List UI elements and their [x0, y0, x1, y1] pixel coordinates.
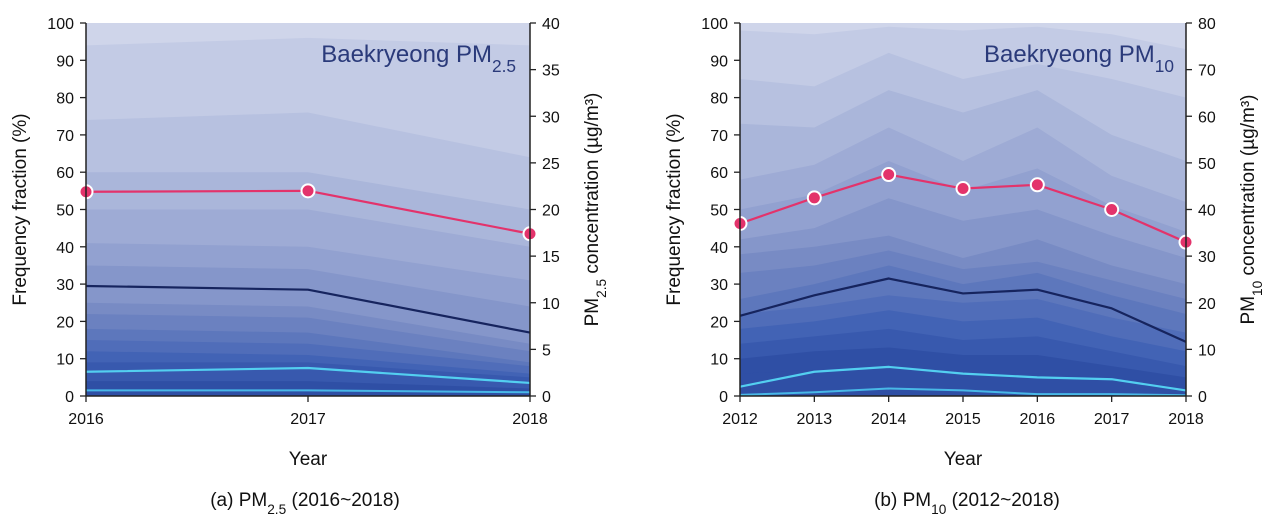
- concentration-point: [955, 181, 971, 197]
- right-tick-label: 5: [542, 342, 551, 359]
- left-tick-label: 70: [56, 128, 74, 145]
- y-axis-label: Frequency fraction (%): [664, 113, 685, 305]
- left-tick-label: 30: [710, 277, 728, 294]
- right-tick-label: 10: [542, 296, 560, 313]
- x-tick-label: 2018: [1168, 411, 1204, 428]
- right-tick-label: 15: [542, 249, 560, 266]
- left-tick-label: 90: [710, 53, 728, 70]
- panel-caption: (a) PM2.5 (2016~2018): [210, 490, 400, 517]
- left-tick-label: 100: [47, 16, 74, 33]
- x-tick-label: 2016: [68, 411, 104, 428]
- left-tick-label: 80: [710, 91, 728, 108]
- left-tick-label: 60: [710, 165, 728, 182]
- left-tick-label: 10: [710, 352, 728, 369]
- left-tick-label: 80: [56, 91, 74, 108]
- x-tick-label: 2014: [871, 411, 907, 428]
- panel-a-pm25: 0 10 20 30 40 50 60 70 80 90 100 0 5 10 15 20 25 30 35 40 20…: [10, 16, 609, 517]
- lighter-fraction-line: [86, 389, 531, 394]
- x-tick-label: 2015: [945, 411, 981, 428]
- left-tick-label: 10: [56, 352, 74, 369]
- x-tick-label: 2013: [797, 411, 833, 428]
- y-axis-label: Frequency fraction (%): [10, 113, 31, 305]
- left-tick-label: 40: [56, 240, 74, 257]
- dark-fraction-line: [85, 284, 531, 334]
- lighter-fraction-line: [739, 387, 1187, 397]
- left-tick-label: 30: [56, 277, 74, 294]
- panel-caption: (b) PM10 (2012~2018): [874, 490, 1060, 517]
- x-tick-label: 2018: [512, 411, 548, 428]
- left-tick-label: 40: [710, 240, 728, 257]
- light-fraction-line: [85, 366, 531, 385]
- left-tick-label: 50: [56, 203, 74, 220]
- right-tick-label: 0: [1198, 389, 1207, 406]
- y2-axis-label: PM2.5 concentration (µg/m³): [582, 93, 609, 327]
- right-tick-label: 70: [1198, 63, 1216, 80]
- right-tick-label: 30: [542, 109, 560, 126]
- right-tick-label: 10: [1198, 342, 1216, 359]
- x-tick-label: 2017: [290, 411, 326, 428]
- x-axis-label: Year: [944, 449, 983, 470]
- right-tick-label: 25: [542, 156, 560, 173]
- concentration-point: [806, 190, 822, 206]
- right-tick-label: 35: [542, 63, 560, 80]
- right-tick-label: 40: [1198, 203, 1216, 220]
- dark-fraction-line: [739, 277, 1187, 343]
- left-tick-label: 20: [710, 314, 728, 331]
- concentration-point: [881, 167, 897, 183]
- right-tick-label: 80: [1198, 16, 1216, 33]
- left-tick-label: 90: [56, 53, 74, 70]
- right-tick-label: 60: [1198, 109, 1216, 126]
- x-tick-label: 2017: [1094, 411, 1130, 428]
- left-tick-label: 20: [56, 314, 74, 331]
- right-tick-label: 30: [1198, 249, 1216, 266]
- concentration-point: [1104, 202, 1120, 217]
- light-fraction-line: [739, 365, 1187, 392]
- left-tick-label: 70: [710, 128, 728, 145]
- x-tick-label: 2012: [722, 411, 758, 428]
- frequency-band-14: [740, 366, 1186, 396]
- y2-axis-label: PM10 concentration (µg/m³): [1238, 95, 1265, 325]
- concentration-point: [300, 183, 316, 199]
- panel-title: Baekryeong PM10: [984, 41, 1174, 76]
- concentration-point: [1029, 177, 1045, 193]
- right-tick-label: 40: [542, 16, 560, 33]
- right-tick-label: 20: [542, 203, 560, 220]
- x-axis-label: Year: [289, 449, 328, 470]
- left-tick-label: 60: [56, 165, 74, 182]
- left-tick-label: 0: [719, 389, 728, 406]
- right-tick-label: 50: [1198, 156, 1216, 173]
- left-tick-label: 50: [710, 203, 728, 220]
- right-tick-label: 0: [542, 389, 551, 406]
- panel-b-pm10: 0 10 20 30 40 50 60 70 80 90 100 0 10 20 30 40 50 60 70 80 2…: [664, 16, 1265, 517]
- x-tick-label: 2016: [1020, 411, 1056, 428]
- left-tick-label: 0: [65, 389, 74, 406]
- left-tick-label: 100: [701, 16, 728, 33]
- panel-title: Baekryeong PM2.5: [321, 41, 516, 76]
- right-tick-label: 20: [1198, 296, 1216, 313]
